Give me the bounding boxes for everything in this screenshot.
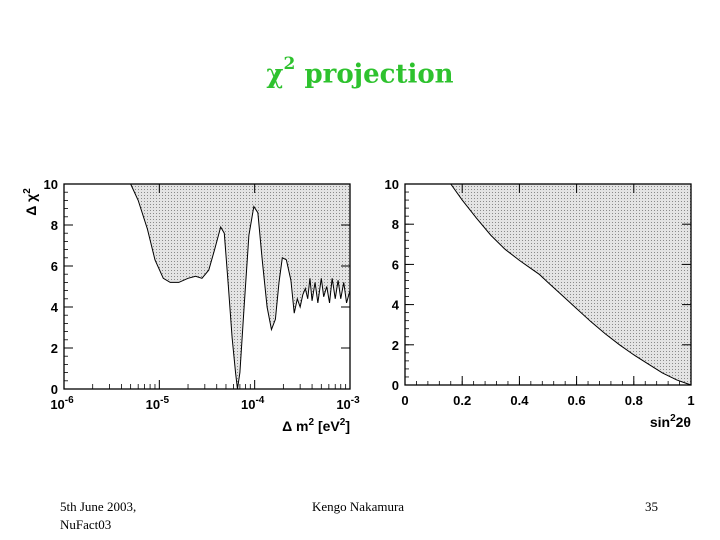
- y-label-sup: 2: [22, 188, 33, 194]
- y-tick-label: 2: [392, 338, 399, 353]
- y-tick-label: 10: [385, 177, 399, 192]
- x-tick-label: 0.8: [625, 393, 643, 408]
- footer-author: Kengo Nakamura: [312, 499, 405, 514]
- slide-title: χ2 projection: [0, 54, 720, 90]
- y-tick-label: 2: [51, 341, 58, 356]
- x-tick-label: 0: [401, 393, 408, 408]
- x-label-main: sin: [650, 414, 670, 430]
- x-label-tail: 2θ: [676, 414, 691, 430]
- y-label-main: Δ χ: [23, 194, 39, 216]
- excluded-region: [450, 184, 691, 385]
- x-tick-base: 10: [241, 397, 255, 412]
- title-sup: 2: [283, 54, 296, 74]
- page-number: 35: [645, 499, 658, 514]
- x-tick-label: 0.2: [453, 393, 471, 408]
- x-tick-exp: -3: [351, 395, 360, 406]
- x-label-unit: [eV: [314, 418, 340, 434]
- title-text: projection: [304, 59, 454, 90]
- y-tick-label: 6: [392, 257, 399, 272]
- excluded-region: [130, 184, 350, 389]
- chi2-curve: [450, 183, 692, 386]
- x-tick-label: 10-5: [146, 395, 170, 412]
- plot-frame: [404, 183, 692, 386]
- y-tick-label: 0: [392, 378, 399, 393]
- x-axis-label: Δ m2 [eV2]: [282, 417, 350, 434]
- x-tick-label: 10-4: [241, 395, 265, 412]
- x-label-sup: 2: [670, 413, 676, 424]
- title-chi: χ: [266, 59, 284, 90]
- x-tick-label: 0.4: [510, 393, 529, 408]
- footer-left: 5th June 2003, NuFact03: [60, 498, 136, 534]
- y-tick-label: 0: [51, 382, 58, 397]
- chi2-curve: [130, 183, 351, 390]
- x-tick-exp: -5: [160, 395, 169, 406]
- x-tick-base: 10: [50, 397, 64, 412]
- y-tick-label: 4: [392, 298, 400, 313]
- y-tick-label: 6: [51, 259, 58, 274]
- plot-frame: [63, 183, 351, 390]
- x-tick-exp: -4: [255, 395, 264, 406]
- x-tick-base: 10: [146, 397, 160, 412]
- footer-date: 5th June 2003,: [60, 499, 137, 514]
- x-label-main: Δ m: [282, 418, 308, 434]
- x-tick-label: 10-3: [336, 395, 360, 412]
- x-tick-exp: -6: [65, 395, 74, 406]
- y-tick-label: 8: [51, 218, 58, 233]
- y-tick-label: 8: [392, 217, 399, 232]
- x-label-unit-sup: 2: [340, 417, 346, 428]
- x-axis-label: sin22θ: [650, 413, 691, 430]
- x-tick-label: 1: [687, 393, 694, 408]
- footer-event: NuFact03: [60, 517, 112, 532]
- y-tick-label: 10: [44, 177, 58, 192]
- y-tick-label: 4: [51, 300, 59, 315]
- y-axis-label: Δ χ2: [22, 188, 39, 216]
- x-label-sup: 2: [309, 417, 315, 428]
- x-tick-label: 10-6: [50, 395, 74, 412]
- x-tick-label: 0.6: [568, 393, 586, 408]
- x-label-close: ]: [345, 418, 350, 434]
- x-tick-base: 10: [336, 397, 350, 412]
